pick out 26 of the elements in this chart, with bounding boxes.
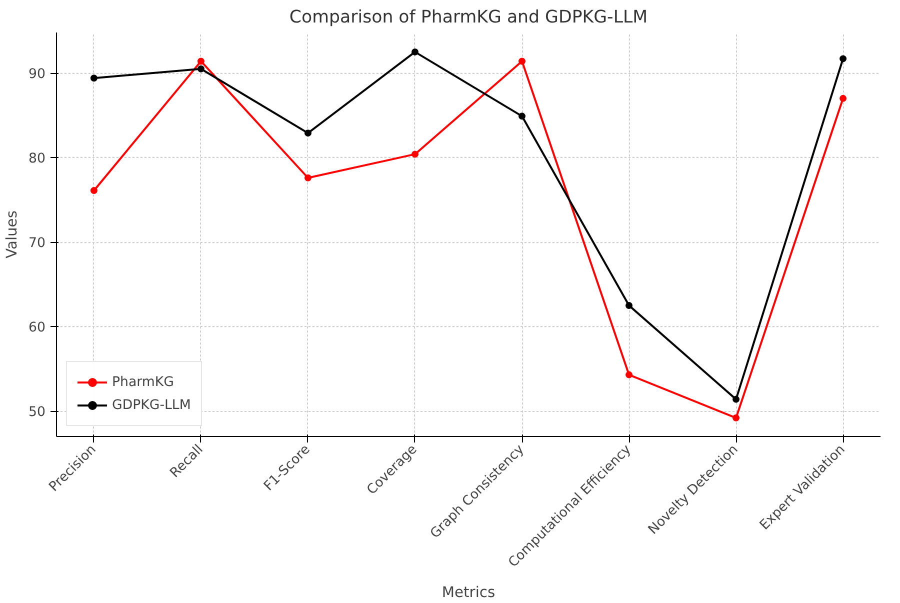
point — [626, 371, 633, 378]
point — [840, 55, 847, 62]
point — [304, 130, 312, 137]
x-axis-title: Metrics — [442, 584, 496, 601]
point — [518, 58, 526, 65]
point — [304, 174, 312, 182]
point — [197, 65, 204, 72]
point — [411, 150, 418, 158]
point — [732, 414, 740, 422]
y-tick-label: 60 — [28, 320, 46, 336]
chart-title: Comparison of PharmKG and GDPKG-LLM — [289, 8, 648, 28]
point — [840, 94, 847, 102]
point — [197, 58, 204, 65]
y-tick-label: 80 — [28, 152, 46, 167]
point — [411, 48, 418, 56]
y-tick-label: 90 — [28, 67, 46, 82]
y-tick-label: 50 — [28, 405, 46, 420]
legend-label: PharmKG — [112, 374, 174, 390]
point — [90, 187, 98, 194]
y-tick-label: 70 — [28, 236, 46, 252]
point — [518, 112, 526, 120]
legend-label: GDPKG-LLM — [112, 398, 191, 412]
y-axis-title: Values — [4, 210, 21, 258]
point — [90, 74, 98, 82]
point — [732, 396, 740, 403]
point — [626, 302, 633, 309]
